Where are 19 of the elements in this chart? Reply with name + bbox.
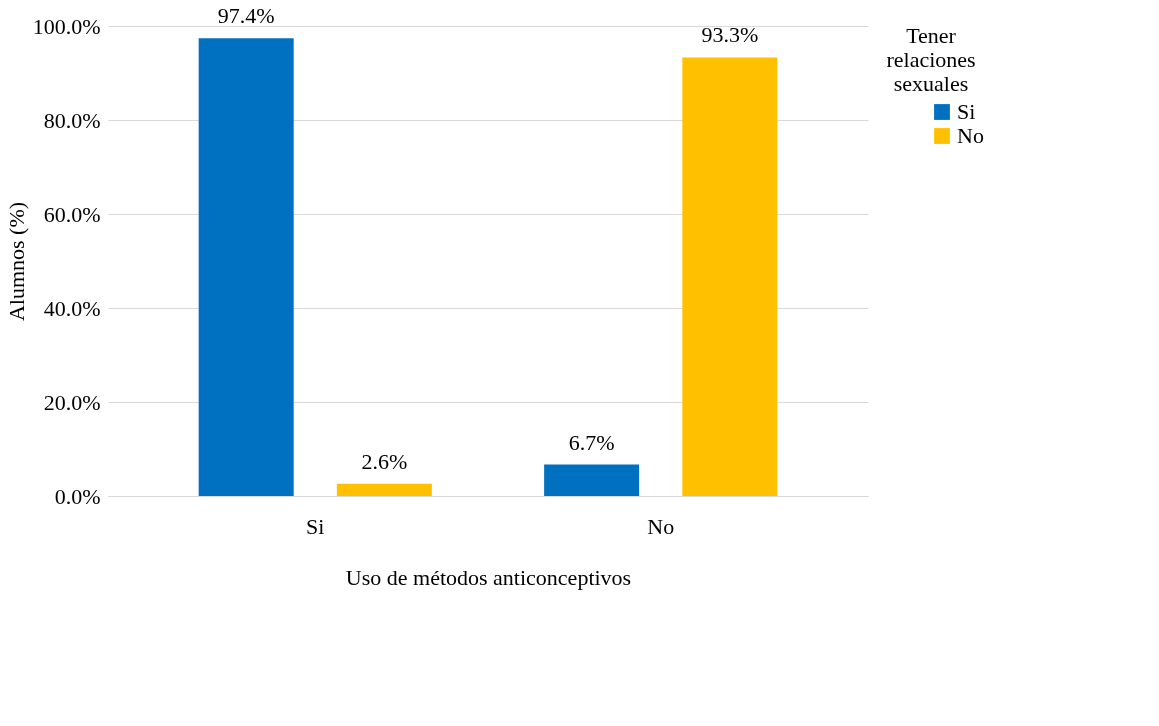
bar: [544, 464, 640, 496]
bar: [682, 57, 778, 496]
bar: [198, 38, 294, 496]
x-axis-title: Uso de métodos anticonceptivos: [345, 564, 632, 590]
legend-title: Tener relaciones sexuales: [886, 23, 976, 96]
y-tick-label: 80.0%: [43, 107, 101, 133]
data-label: 93.3%: [701, 22, 759, 48]
y-tick-label: 100.0%: [32, 13, 101, 39]
y-tick-label: 20.0%: [43, 389, 101, 415]
y-tick-label: 40.0%: [43, 295, 101, 321]
legend-label: No: [957, 123, 984, 148]
bar: [336, 483, 432, 496]
legend-label: Si: [957, 99, 976, 124]
y-tick-label: 0.0%: [54, 483, 101, 509]
y-axis-title: Alumnos (%): [3, 201, 29, 322]
y-tick-label: 60.0%: [43, 201, 101, 227]
data-label: 6.7%: [568, 429, 615, 455]
data-label: 2.6%: [361, 448, 408, 474]
data-label: 97.4%: [217, 3, 275, 29]
